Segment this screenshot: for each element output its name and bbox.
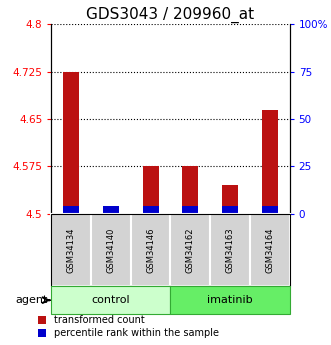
Bar (182, 167, 198, 214)
Bar (170, 214, 210, 286)
Text: GSM34140: GSM34140 (106, 227, 116, 273)
Bar (262, 206, 278, 214)
Bar (182, 206, 198, 214)
Bar (210, 214, 250, 286)
Bar (51, 214, 91, 286)
Bar (143, 206, 159, 214)
Text: GSM34146: GSM34146 (146, 227, 155, 273)
Text: GSM34162: GSM34162 (186, 227, 195, 273)
Bar (103, 213, 119, 214)
Text: GSM34164: GSM34164 (265, 227, 274, 273)
Bar (131, 214, 170, 286)
Bar (222, 186, 238, 214)
Bar (143, 167, 159, 214)
Bar (91, 214, 131, 286)
Bar (63, 206, 79, 214)
Bar (51, 286, 170, 314)
Bar (63, 72, 79, 214)
Text: GSM34134: GSM34134 (67, 227, 76, 273)
Text: control: control (92, 295, 130, 305)
Text: agent: agent (15, 295, 47, 305)
Text: GSM34163: GSM34163 (225, 227, 235, 273)
Bar (170, 286, 290, 314)
Title: GDS3043 / 209960_at: GDS3043 / 209960_at (86, 7, 255, 23)
Legend: transformed count, percentile rank within the sample: transformed count, percentile rank withi… (38, 315, 218, 338)
Bar (103, 206, 119, 214)
Bar (262, 110, 278, 214)
Bar (222, 206, 238, 214)
Bar (250, 214, 290, 286)
Text: imatinib: imatinib (207, 295, 253, 305)
